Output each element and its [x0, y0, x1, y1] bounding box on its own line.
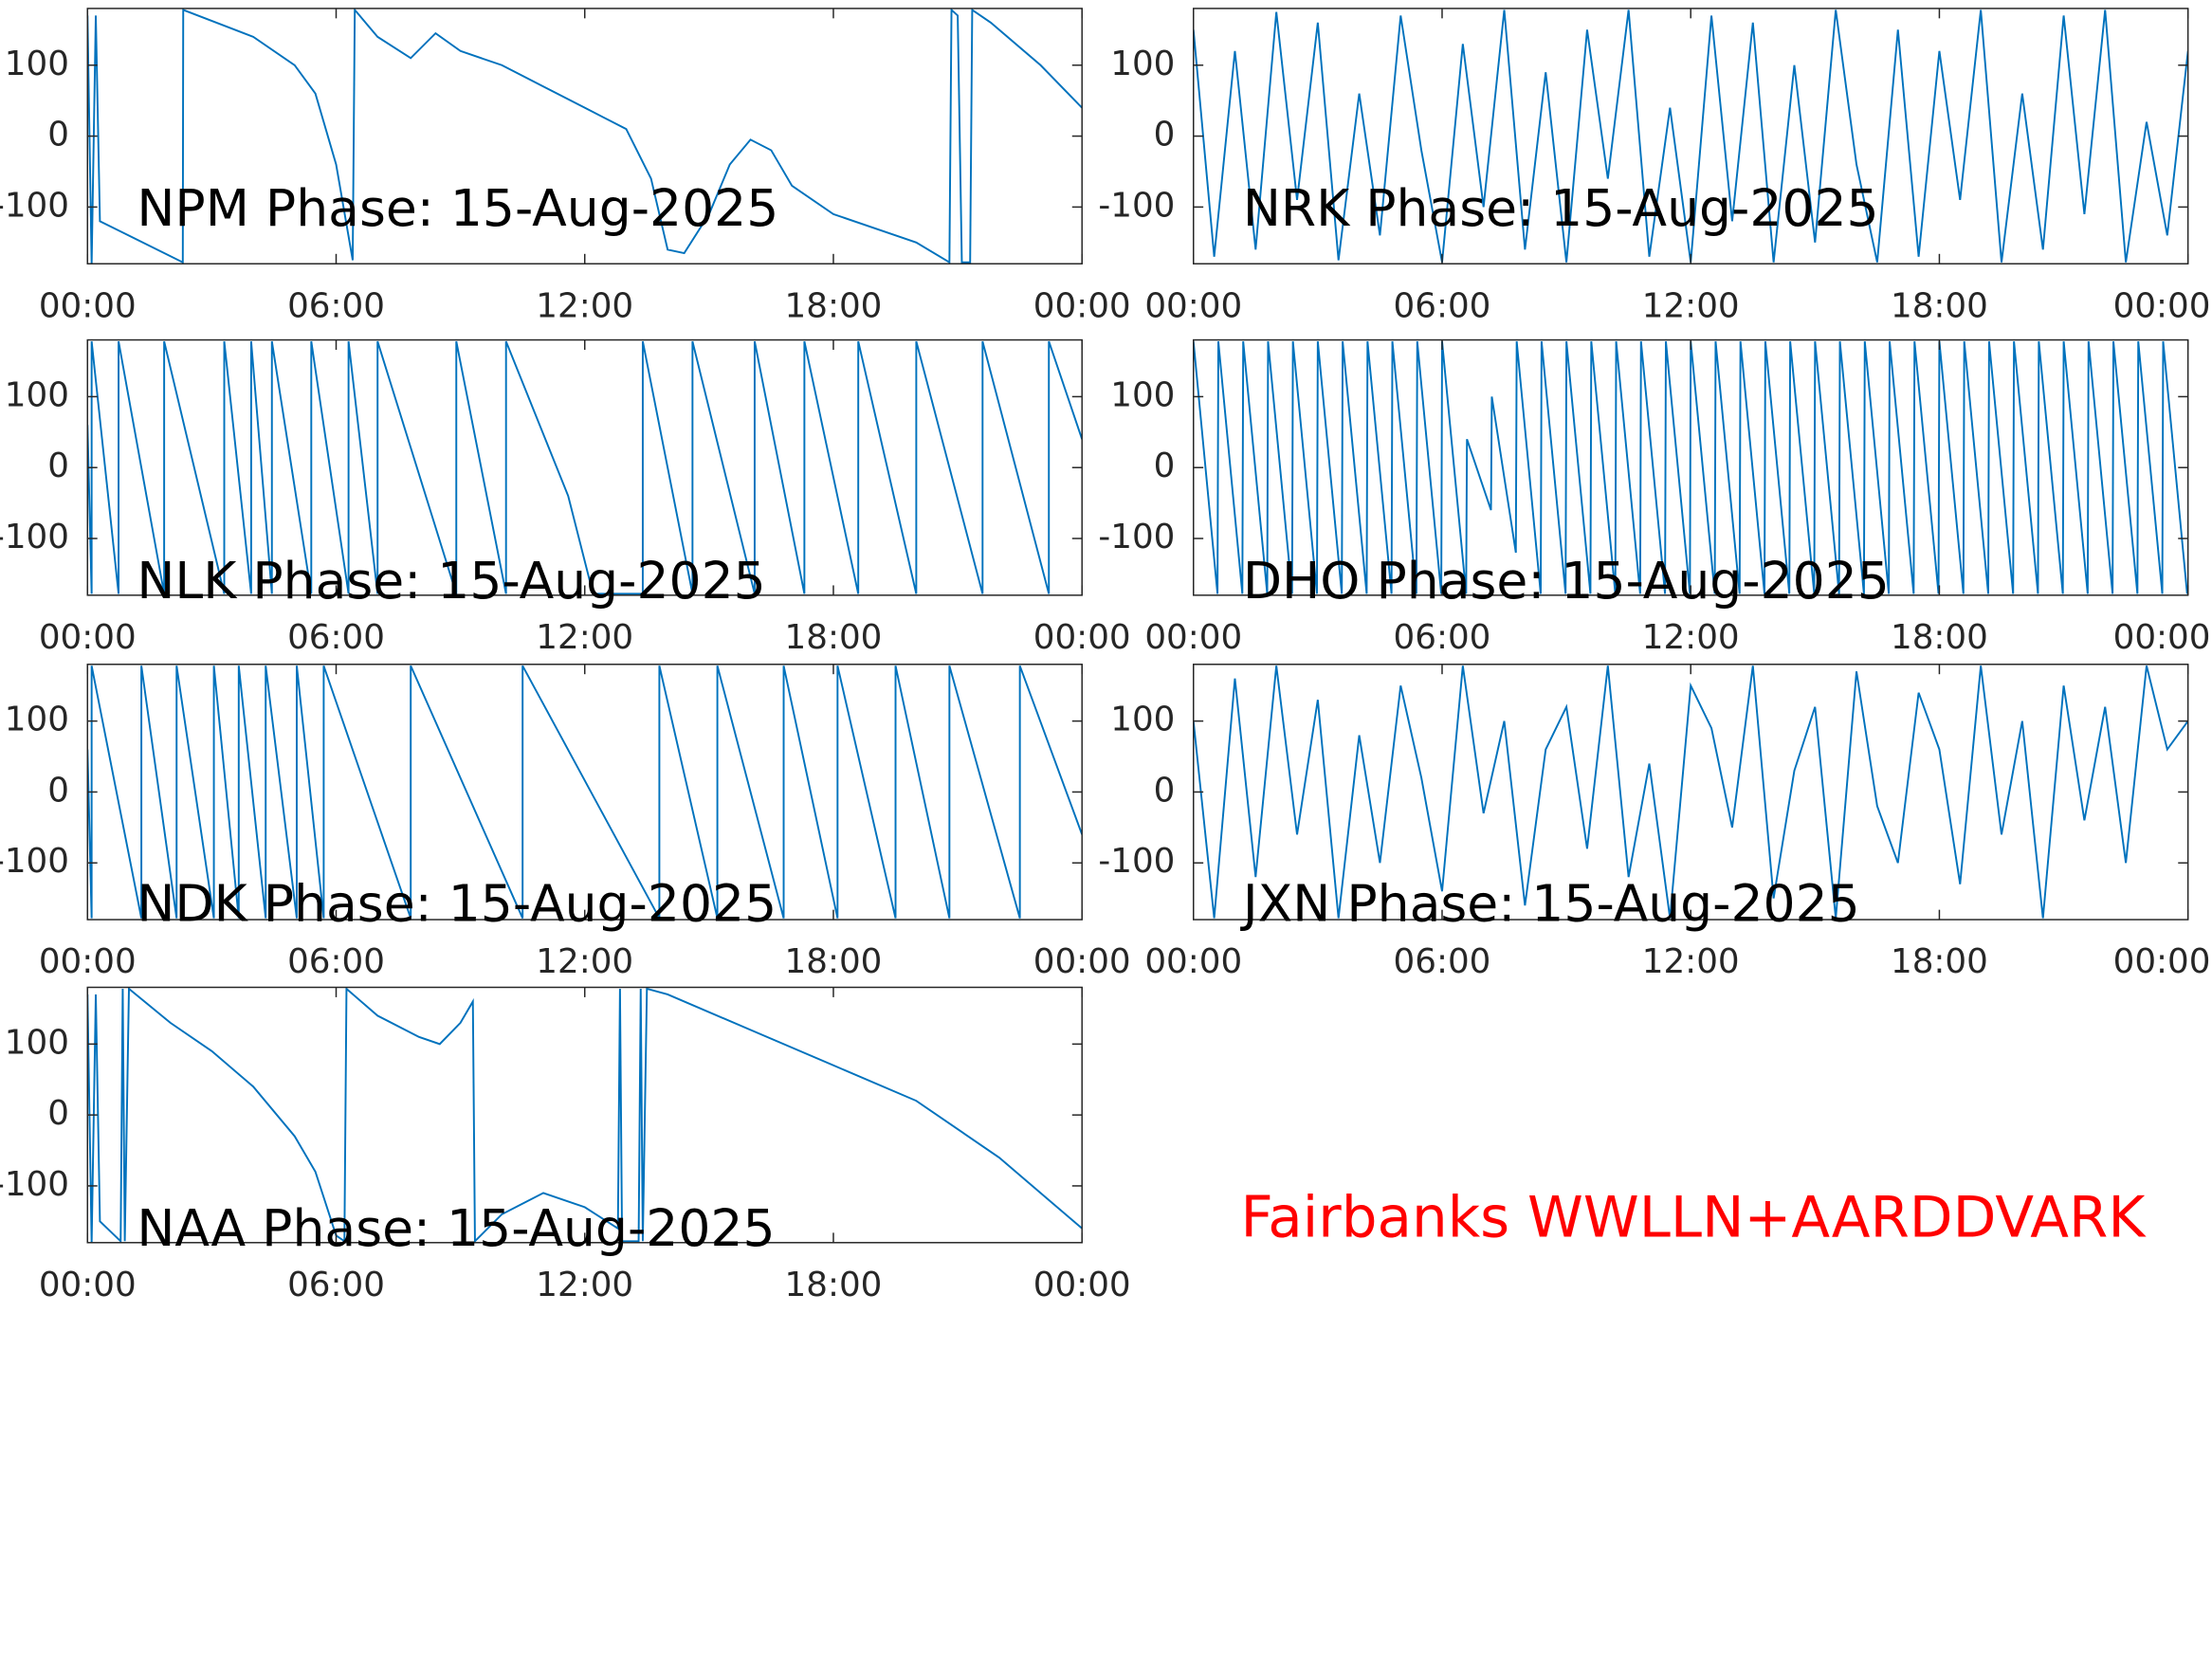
y-tick-label: 0	[47, 447, 69, 485]
y-tick-label: 0	[47, 116, 69, 155]
subplot: 00:00 06:00 12:00 18:00 00:00 -100 0 100 NAA Pha…	[0, 986, 1131, 1304]
x-tick-label: 12:00	[536, 618, 633, 657]
x-tick-label: 18:00	[785, 1266, 883, 1304]
x-tick-label: 00:00	[39, 618, 137, 657]
subplot-annotation: NPM Phase: 15-Aug-2025	[137, 178, 778, 238]
x-tick-label: 06:00	[1394, 286, 1491, 325]
axes-background	[1193, 664, 2188, 921]
x-tick-label: 00:00	[1033, 286, 1131, 325]
x-tick-label: 00:00	[1144, 942, 1242, 981]
x-tick-label: 06:00	[287, 1266, 385, 1304]
phase-line	[87, 8, 1083, 264]
subplot: 00:00 06:00 12:00 18:00 00:00 -100 0 100 DHO Pha…	[1098, 338, 2211, 657]
x-tick-label: 06:00	[1394, 942, 1491, 981]
axes-background	[87, 987, 1083, 1243]
y-tick-label: -100	[0, 518, 69, 556]
x-tick-label: 18:00	[785, 942, 883, 981]
subplot-annotation: DHO Phase: 15-Aug-2025	[1243, 551, 1890, 611]
x-tick-label: 18:00	[1891, 286, 1988, 325]
y-tick-label: 100	[5, 1023, 69, 1062]
subplot-annotation: JXN Phase: 15-Aug-2025	[1240, 874, 1860, 934]
axes-background	[87, 8, 1083, 264]
subplot: 00:00 06:00 12:00 18:00 00:00 -100 0 100 NRK Pha…	[1098, 8, 2211, 325]
y-tick-label: 0	[1154, 771, 1176, 810]
figure-annotation: Fairbanks WWLLN+AARDDVARK	[1241, 1186, 2148, 1251]
x-tick-label: 00:00	[1144, 618, 1242, 657]
y-tick-label: 0	[1154, 116, 1176, 155]
x-tick-label: 12:00	[536, 286, 633, 325]
y-tick-label: 100	[1110, 45, 1175, 83]
y-tick-label: 100	[5, 375, 69, 414]
y-tick-label: 100	[5, 701, 69, 739]
y-tick-label: 100	[5, 45, 69, 83]
x-tick-label: 12:00	[1642, 618, 1740, 657]
phase-line	[1193, 665, 2188, 919]
subplot: 00:00 06:00 12:00 18:00 00:00 -100 0 100 NLK Pha…	[0, 338, 1131, 657]
x-tick-label: 06:00	[287, 286, 385, 325]
x-tick-label: 00:00	[1033, 942, 1131, 981]
y-tick-label: 0	[47, 1094, 69, 1133]
x-tick-label: 06:00	[1394, 618, 1491, 657]
x-tick-label: 12:00	[1642, 286, 1740, 325]
x-tick-label: 06:00	[287, 942, 385, 981]
x-tick-label: 18:00	[785, 618, 883, 657]
subplot: 00:00 06:00 12:00 18:00 00:00 -100 0 100 NPM Pha…	[0, 8, 1131, 325]
subplot-annotation: NLK Phase: 15-Aug-2025	[137, 551, 765, 611]
x-tick-label: 00:00	[2113, 942, 2211, 981]
subplot-annotation: NAA Phase: 15-Aug-2025	[137, 1198, 775, 1258]
y-tick-label: 100	[1110, 701, 1175, 739]
x-tick-label: 00:00	[2113, 286, 2211, 325]
x-tick-label: 00:00	[39, 286, 137, 325]
phase-line	[87, 665, 1083, 920]
x-tick-label: 00:00	[1033, 618, 1131, 657]
x-tick-label: 18:00	[1891, 618, 1988, 657]
y-tick-label: 100	[1110, 375, 1175, 414]
y-tick-label: -100	[1098, 842, 1175, 881]
x-tick-label: 00:00	[39, 1266, 137, 1304]
subplot-annotation: NRK Phase: 15-Aug-2025	[1243, 178, 1879, 238]
axes-background	[1193, 8, 2188, 264]
y-tick-label: -100	[0, 1165, 69, 1204]
x-tick-label: 00:00	[1033, 1266, 1131, 1304]
y-tick-label: 0	[47, 771, 69, 810]
axes-background	[87, 664, 1083, 921]
x-tick-label: 00:00	[39, 942, 137, 981]
x-tick-label: 18:00	[1891, 942, 1988, 981]
y-tick-label: -100	[0, 186, 69, 225]
phase-line	[87, 987, 1083, 1243]
x-tick-label: 00:00	[1144, 286, 1242, 325]
subplot: 00:00 06:00 12:00 18:00 00:00 -100 0 100 JXN Pha…	[1098, 664, 2211, 981]
x-tick-label: 12:00	[1642, 942, 1740, 981]
phase-line	[1193, 340, 2188, 594]
x-tick-label: 18:00	[785, 286, 883, 325]
x-tick-label: 12:00	[536, 942, 633, 981]
phase-line	[87, 340, 1083, 595]
y-tick-label: 0	[1154, 447, 1176, 485]
x-tick-label: 12:00	[536, 1266, 633, 1304]
x-tick-label: 06:00	[287, 618, 385, 657]
x-tick-label: 00:00	[2113, 618, 2211, 657]
subplot-annotation: NDK Phase: 15-Aug-2025	[137, 874, 777, 934]
subplot: 00:00 06:00 12:00 18:00 00:00 -100 0 100 NDK Pha…	[0, 664, 1131, 981]
y-tick-label: -100	[1098, 518, 1175, 556]
y-tick-label: -100	[0, 842, 69, 881]
y-tick-label: -100	[1098, 186, 1175, 225]
